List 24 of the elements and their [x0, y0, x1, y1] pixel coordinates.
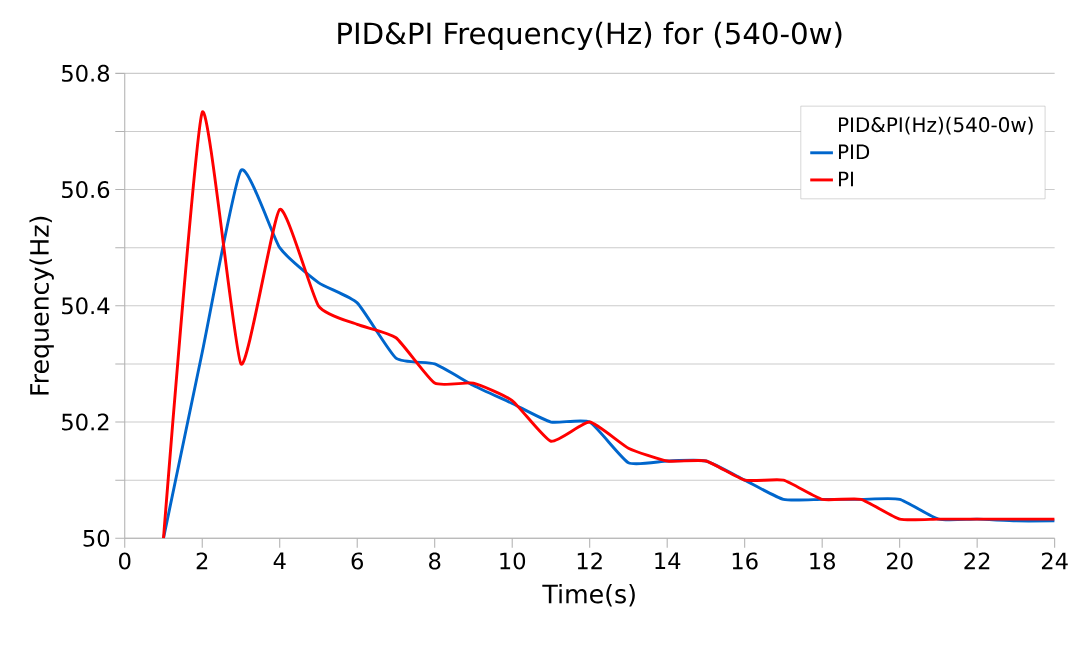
- x-tick-label: 12: [577, 552, 602, 570]
- x-tick-label: 16: [732, 552, 758, 570]
- x-tick-label: 0: [119, 552, 131, 570]
- x-tick-label: 22: [964, 552, 990, 570]
- legend-title: PID&PI(Hz)(540-0w): [839, 116, 1033, 135]
- x-tick-label: 8: [429, 552, 441, 570]
- x-tick-label: 6: [351, 552, 363, 570]
- y-tick-label: 50.8: [62, 64, 110, 82]
- x-tick-label: 24: [1041, 552, 1068, 570]
- y-tick-label: 50.2: [62, 413, 109, 431]
- x-tick-label: 20: [886, 552, 913, 570]
- x-tick-label: 18: [810, 552, 835, 570]
- x-tick-label: 4: [273, 552, 286, 569]
- y-tick-label: 50.4: [62, 297, 110, 315]
- chart-title: PID&PI Frequency(Hz) for (540-0w): [338, 21, 842, 51]
- y-tick-label: 50.6: [62, 181, 110, 199]
- x-tick-label: 14: [655, 552, 681, 569]
- x-tick-label: 10: [500, 552, 526, 570]
- y-axis-title: Frequency(Hz): [29, 216, 54, 395]
- x-axis-title: Time(s): [542, 584, 635, 607]
- y-tick-label: 50: [83, 529, 110, 547]
- x-tick-label: 2: [196, 552, 208, 570]
- legend-label: PI: [839, 171, 853, 187]
- legend-label: PID: [839, 144, 870, 160]
